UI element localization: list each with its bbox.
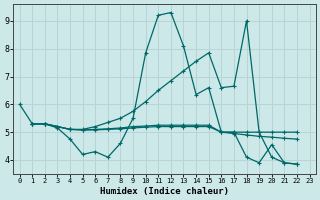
X-axis label: Humidex (Indice chaleur): Humidex (Indice chaleur)	[100, 187, 229, 196]
